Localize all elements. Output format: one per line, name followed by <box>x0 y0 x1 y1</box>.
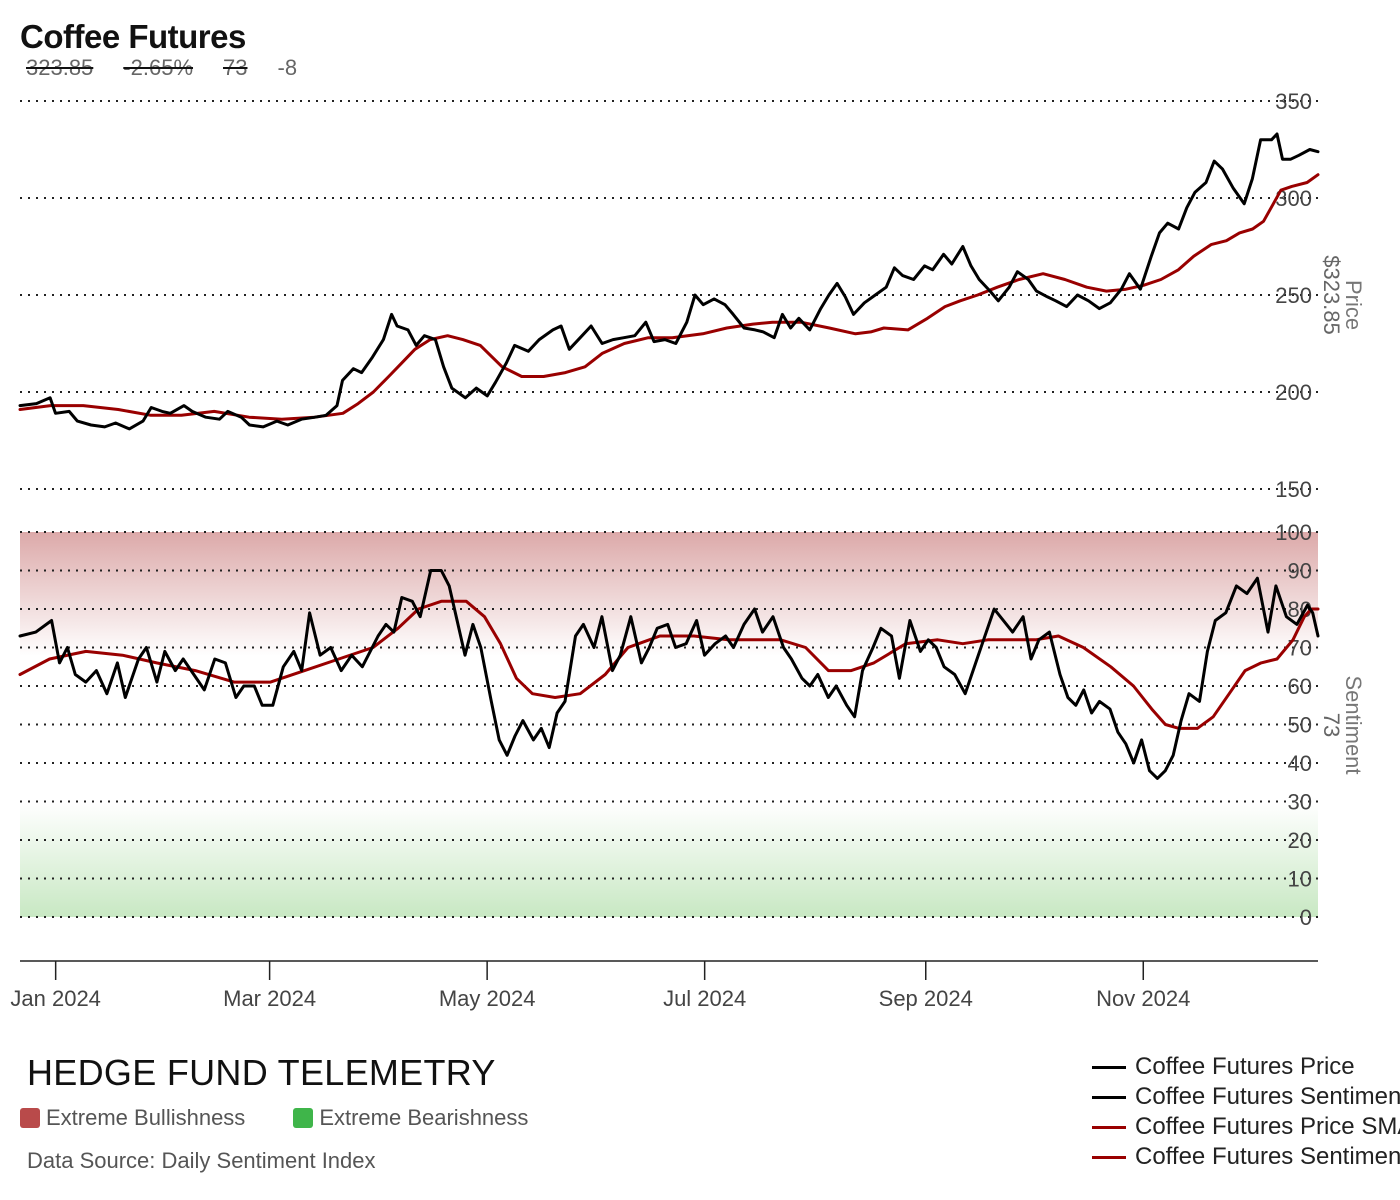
sentiment-gridlines <box>20 531 1318 918</box>
legend-label-price-sma: Coffee Futures Price SMA <box>1135 1113 1400 1140</box>
sentiment-tick-label: 60 <box>1288 674 1312 699</box>
legend-item-price-sma[interactable]: Coffee Futures Price SMA <box>1092 1112 1400 1142</box>
quote-summary: 323.85 -2.65% 73 -8 <box>26 55 327 81</box>
sentiment-tick-label: 20 <box>1288 828 1312 853</box>
sentiment-axis-title: Sentiment <box>1341 675 1366 774</box>
legend-line-price-sma <box>1092 1125 1126 1129</box>
legend-line-sentiment <box>1092 1095 1126 1099</box>
sentiment-change: -8 <box>277 55 298 80</box>
bearish-zone-band <box>20 803 1318 917</box>
legend-line-sentiment-sma <box>1092 1155 1126 1159</box>
zone-legend: Extreme Bullishness Extreme Bearishness <box>20 1105 528 1131</box>
series-legend: Coffee Futures Price Coffee Futures Sent… <box>1092 1052 1400 1172</box>
legend-line-price <box>1092 1065 1126 1069</box>
price-tick-label: 200 <box>1275 380 1312 405</box>
x-tick-label: Sep 2024 <box>879 986 973 1011</box>
legend-label-price: Coffee Futures Price <box>1135 1053 1355 1080</box>
bullish-label: Extreme Bullishness <box>46 1105 246 1130</box>
x-tick-label: Mar 2024 <box>223 986 316 1011</box>
sentiment-tick-label: 90 <box>1288 559 1312 584</box>
price-sma-line <box>18 173 1320 421</box>
price-axis-value: $323.85 <box>1319 255 1344 335</box>
last-price: 323.85 <box>26 55 94 80</box>
price-change-percent: -2.65% <box>123 55 194 80</box>
legend-item-sentiment-sma[interactable]: Coffee Futures Sentiment SMA <box>1092 1142 1400 1172</box>
brand-name: HEDGE FUND TELEMETRY <box>27 1052 496 1093</box>
x-tick-label: Nov 2024 <box>1096 986 1190 1011</box>
bullish-swatch <box>20 1108 40 1128</box>
x-tick-label: May 2024 <box>439 986 536 1011</box>
x-tick-label: Jan 2024 <box>10 986 101 1011</box>
price-line <box>18 132 1320 431</box>
sentiment-tick-label: 0 <box>1300 905 1312 930</box>
sentiment-tick-label: 100 <box>1275 520 1312 545</box>
price-tick-label: 350 <box>1275 89 1312 114</box>
sentiment-tick-label: 50 <box>1288 713 1312 738</box>
data-source: Data Source: Daily Sentiment Index <box>27 1148 376 1173</box>
x-tick-label: Jul 2024 <box>663 986 746 1011</box>
legend-label-sentiment: Coffee Futures Sentiment <box>1135 1083 1400 1110</box>
bearish-swatch <box>293 1108 314 1128</box>
x-axis-ticks: Jan 2024 Mar 2024 May 2024 Jul 2024 Sep 2024… <box>10 961 1190 1011</box>
legend-item-price[interactable]: Coffee Futures Price <box>1092 1052 1400 1082</box>
sentiment-axis-value: 73 <box>1319 713 1344 737</box>
sentiment-tick-label: 40 <box>1288 751 1312 776</box>
sentiment-tick-label: 10 <box>1288 867 1312 892</box>
price-gridlines <box>20 100 1318 490</box>
sentiment-reading: 73 <box>223 55 248 80</box>
sentiment-tick-label: 30 <box>1288 790 1312 815</box>
price-tick-label: 150 <box>1275 477 1312 502</box>
price-series <box>18 132 1320 431</box>
legend-label-sentiment-sma: Coffee Futures Sentiment SMA <box>1135 1143 1400 1170</box>
bearish-label: Extreme Bearishness <box>319 1105 529 1130</box>
price-tick-label: 250 <box>1275 283 1312 308</box>
chart-title: Coffee Futures <box>20 18 246 55</box>
sentiment-tick-label: 70 <box>1288 636 1312 661</box>
zone-legend-bearish: Extreme Bearishness <box>293 1105 528 1131</box>
sentiment-line <box>18 569 1320 780</box>
legend-item-sentiment[interactable]: Coffee Futures Sentiment <box>1092 1082 1400 1112</box>
price-axis-title: Price <box>1341 280 1366 330</box>
sentiment-series <box>18 569 1320 780</box>
zone-legend-bullish: Extreme Bullishness <box>20 1105 245 1131</box>
